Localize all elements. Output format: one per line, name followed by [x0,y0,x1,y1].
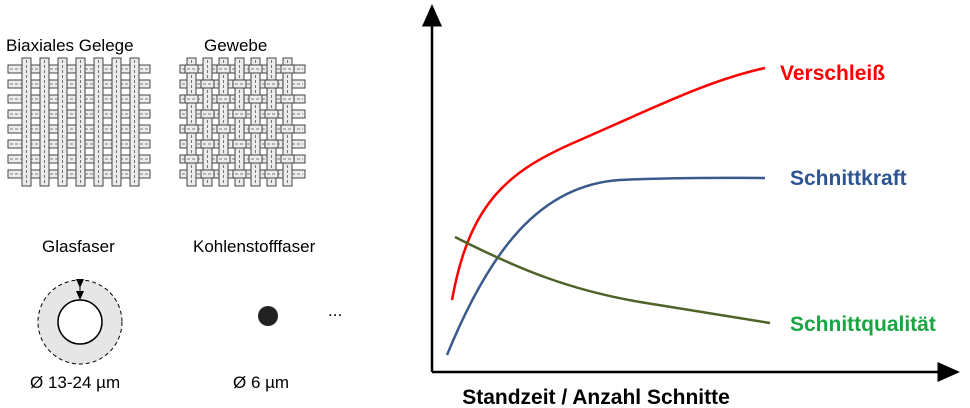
strand [185,125,198,133]
strand [185,65,198,73]
glass-diameter: Ø 13-24 µm [30,373,120,392]
strand [217,65,230,73]
strand [233,170,246,178]
strand [281,155,294,163]
strand [249,125,262,133]
strand [201,170,214,178]
more: ... [328,301,342,320]
quality-label: Schnittqualität [790,313,936,336]
carbon-fiber [258,306,278,326]
wear-label: Verschleiß [780,62,885,85]
chart: Standzeit / Anzahl Schnitte Verschleiß S… [432,14,950,408]
strand [265,170,278,178]
strand [185,155,198,163]
strand [201,140,214,148]
biaxial-pattern [8,58,150,186]
strand [217,95,230,103]
woven-pattern [180,58,305,186]
strand [233,140,246,148]
glass-fiber [58,300,102,344]
wear-curve [452,68,765,300]
strand [281,95,294,103]
strand [201,110,214,118]
biaxial-label: Biaxiales Gelege [6,36,134,55]
strand [201,80,214,88]
figure: Biaxiales Gelege Gewebe Glasfaser Kohlen… [0,0,970,408]
x-axis-label: Standzeit / Anzahl Schnitte [462,386,730,408]
strand [249,95,262,103]
fibers: Glasfaser Kohlenstofffaser ... Ø 13-24 µ… [30,237,342,392]
strand [265,80,278,88]
textiles: Biaxiales Gelege Gewebe [6,36,305,186]
carbon-label: Kohlenstofffaser [193,237,316,256]
strand [249,155,262,163]
strand [233,110,246,118]
strand [265,140,278,148]
woven-label: Gewebe [204,36,267,55]
force-curve [447,178,765,355]
strand [217,155,230,163]
carbon-diameter: Ø 6 µm [233,373,289,392]
glass-label: Glasfaser [42,237,115,256]
strand [249,65,262,73]
strand [217,125,230,133]
strand [185,95,198,103]
strand [281,65,294,73]
strand [233,80,246,88]
strand [265,110,278,118]
force-label: Schnittkraft [790,167,907,190]
strand [281,125,294,133]
